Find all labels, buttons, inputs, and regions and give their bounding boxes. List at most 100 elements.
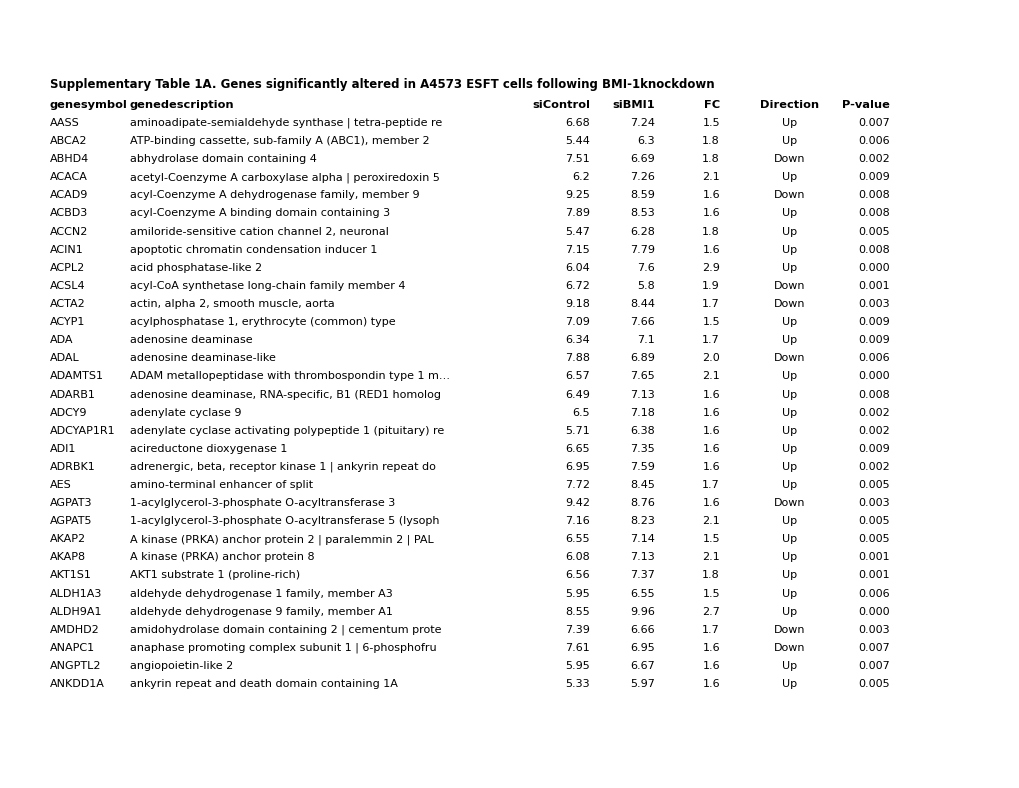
Text: Down: Down (773, 643, 805, 653)
Text: 7.6: 7.6 (637, 263, 654, 273)
Text: acylphosphatase 1, erythrocyte (common) type: acylphosphatase 1, erythrocyte (common) … (129, 317, 395, 327)
Text: 9.42: 9.42 (565, 498, 589, 508)
Text: ALDH9A1: ALDH9A1 (50, 607, 102, 617)
Text: 0.003: 0.003 (858, 498, 890, 508)
Text: 6.49: 6.49 (565, 389, 589, 400)
Text: Supplementary Table 1A. Genes significantly altered in A4573 ESFT cells followin: Supplementary Table 1A. Genes significan… (50, 78, 714, 91)
Text: Up: Up (782, 661, 797, 671)
Text: ACYP1: ACYP1 (50, 317, 86, 327)
Text: 1.6: 1.6 (702, 462, 719, 472)
Text: 0.005: 0.005 (858, 534, 890, 545)
Text: 0.005: 0.005 (858, 516, 890, 526)
Text: 1.6: 1.6 (702, 245, 719, 255)
Text: Down: Down (773, 191, 805, 200)
Text: 1.6: 1.6 (702, 444, 719, 454)
Text: Up: Up (782, 589, 797, 599)
Text: 0.001: 0.001 (858, 281, 890, 291)
Text: 0.000: 0.000 (858, 371, 890, 381)
Text: Down: Down (773, 625, 805, 635)
Text: Up: Up (782, 371, 797, 381)
Text: 8.53: 8.53 (630, 209, 654, 218)
Text: 0.002: 0.002 (857, 407, 890, 418)
Text: AKT1 substrate 1 (proline-rich): AKT1 substrate 1 (proline-rich) (129, 571, 300, 581)
Text: 1.6: 1.6 (702, 426, 719, 436)
Text: ADCYAP1R1: ADCYAP1R1 (50, 426, 115, 436)
Text: 6.28: 6.28 (630, 227, 654, 236)
Text: adenosine deaminase: adenosine deaminase (129, 335, 253, 345)
Text: 5.44: 5.44 (565, 136, 589, 146)
Text: AKT1S1: AKT1S1 (50, 571, 92, 581)
Text: genesymbol: genesymbol (50, 100, 127, 110)
Text: 0.002: 0.002 (857, 462, 890, 472)
Text: 1.6: 1.6 (702, 679, 719, 689)
Text: 1.6: 1.6 (702, 498, 719, 508)
Text: 2.1: 2.1 (701, 173, 719, 182)
Text: 7.39: 7.39 (565, 625, 589, 635)
Text: FC: FC (703, 100, 719, 110)
Text: Up: Up (782, 209, 797, 218)
Text: 1.6: 1.6 (702, 209, 719, 218)
Text: 1.8: 1.8 (701, 571, 719, 581)
Text: 1.8: 1.8 (701, 136, 719, 146)
Text: AES: AES (50, 480, 71, 490)
Text: Down: Down (773, 281, 805, 291)
Text: ankyrin repeat and death domain containing 1A: ankyrin repeat and death domain containi… (129, 679, 397, 689)
Text: amiloride-sensitive cation channel 2, neuronal: amiloride-sensitive cation channel 2, ne… (129, 227, 388, 236)
Text: apoptotic chromatin condensation inducer 1: apoptotic chromatin condensation inducer… (129, 245, 377, 255)
Text: 7.51: 7.51 (565, 154, 589, 164)
Text: 1-acylglycerol-3-phosphate O-acyltransferase 5 (lysoph: 1-acylglycerol-3-phosphate O-acyltransfe… (129, 516, 439, 526)
Text: 6.08: 6.08 (565, 552, 589, 563)
Text: actin, alpha 2, smooth muscle, aorta: actin, alpha 2, smooth muscle, aorta (129, 299, 334, 309)
Text: 0.000: 0.000 (858, 263, 890, 273)
Text: 1.7: 1.7 (701, 480, 719, 490)
Text: amidohydrolase domain containing 2 | cementum prote: amidohydrolase domain containing 2 | cem… (129, 625, 441, 635)
Text: AKAP8: AKAP8 (50, 552, 86, 563)
Text: 0.009: 0.009 (857, 173, 890, 182)
Text: 0.009: 0.009 (857, 317, 890, 327)
Text: AKAP2: AKAP2 (50, 534, 86, 545)
Text: Up: Up (782, 407, 797, 418)
Text: acyl-Coenzyme A dehydrogenase family, member 9: acyl-Coenzyme A dehydrogenase family, me… (129, 191, 419, 200)
Text: 1.5: 1.5 (702, 534, 719, 545)
Text: 2.1: 2.1 (701, 516, 719, 526)
Text: 7.59: 7.59 (630, 462, 654, 472)
Text: ACTA2: ACTA2 (50, 299, 86, 309)
Text: AASS: AASS (50, 118, 79, 128)
Text: 7.37: 7.37 (630, 571, 654, 581)
Text: 0.008: 0.008 (857, 389, 890, 400)
Text: siControl: siControl (532, 100, 589, 110)
Text: ADAM metallopeptidase with thrombospondin type 1 m…: ADAM metallopeptidase with thrombospondi… (129, 371, 449, 381)
Text: ADI1: ADI1 (50, 444, 76, 454)
Text: 2.1: 2.1 (701, 371, 719, 381)
Text: 7.09: 7.09 (565, 317, 589, 327)
Text: adenosine deaminase-like: adenosine deaminase-like (129, 353, 275, 363)
Text: 0.001: 0.001 (858, 571, 890, 581)
Text: acireductone dioxygenase 1: acireductone dioxygenase 1 (129, 444, 287, 454)
Text: Up: Up (782, 480, 797, 490)
Text: 6.72: 6.72 (565, 281, 589, 291)
Text: 6.95: 6.95 (630, 643, 654, 653)
Text: Up: Up (782, 389, 797, 400)
Text: 6.68: 6.68 (565, 118, 589, 128)
Text: 0.008: 0.008 (857, 191, 890, 200)
Text: ABHD4: ABHD4 (50, 154, 90, 164)
Text: P-value: P-value (842, 100, 890, 110)
Text: Up: Up (782, 462, 797, 472)
Text: Up: Up (782, 444, 797, 454)
Text: 0.007: 0.007 (857, 643, 890, 653)
Text: A kinase (PRKA) anchor protein 2 | paralemmin 2 | PAL: A kinase (PRKA) anchor protein 2 | paral… (129, 534, 433, 545)
Text: acyl-Coenzyme A binding domain containing 3: acyl-Coenzyme A binding domain containin… (129, 209, 389, 218)
Text: ANAPC1: ANAPC1 (50, 643, 95, 653)
Text: 1.6: 1.6 (702, 407, 719, 418)
Text: ACPL2: ACPL2 (50, 263, 86, 273)
Text: AGPAT3: AGPAT3 (50, 498, 93, 508)
Text: 1.9: 1.9 (701, 281, 719, 291)
Text: Down: Down (773, 154, 805, 164)
Text: 7.89: 7.89 (565, 209, 589, 218)
Text: 6.55: 6.55 (565, 534, 589, 545)
Text: AGPAT5: AGPAT5 (50, 516, 93, 526)
Text: 0.002: 0.002 (857, 426, 890, 436)
Text: 0.002: 0.002 (857, 154, 890, 164)
Text: 0.009: 0.009 (857, 335, 890, 345)
Text: 0.003: 0.003 (858, 299, 890, 309)
